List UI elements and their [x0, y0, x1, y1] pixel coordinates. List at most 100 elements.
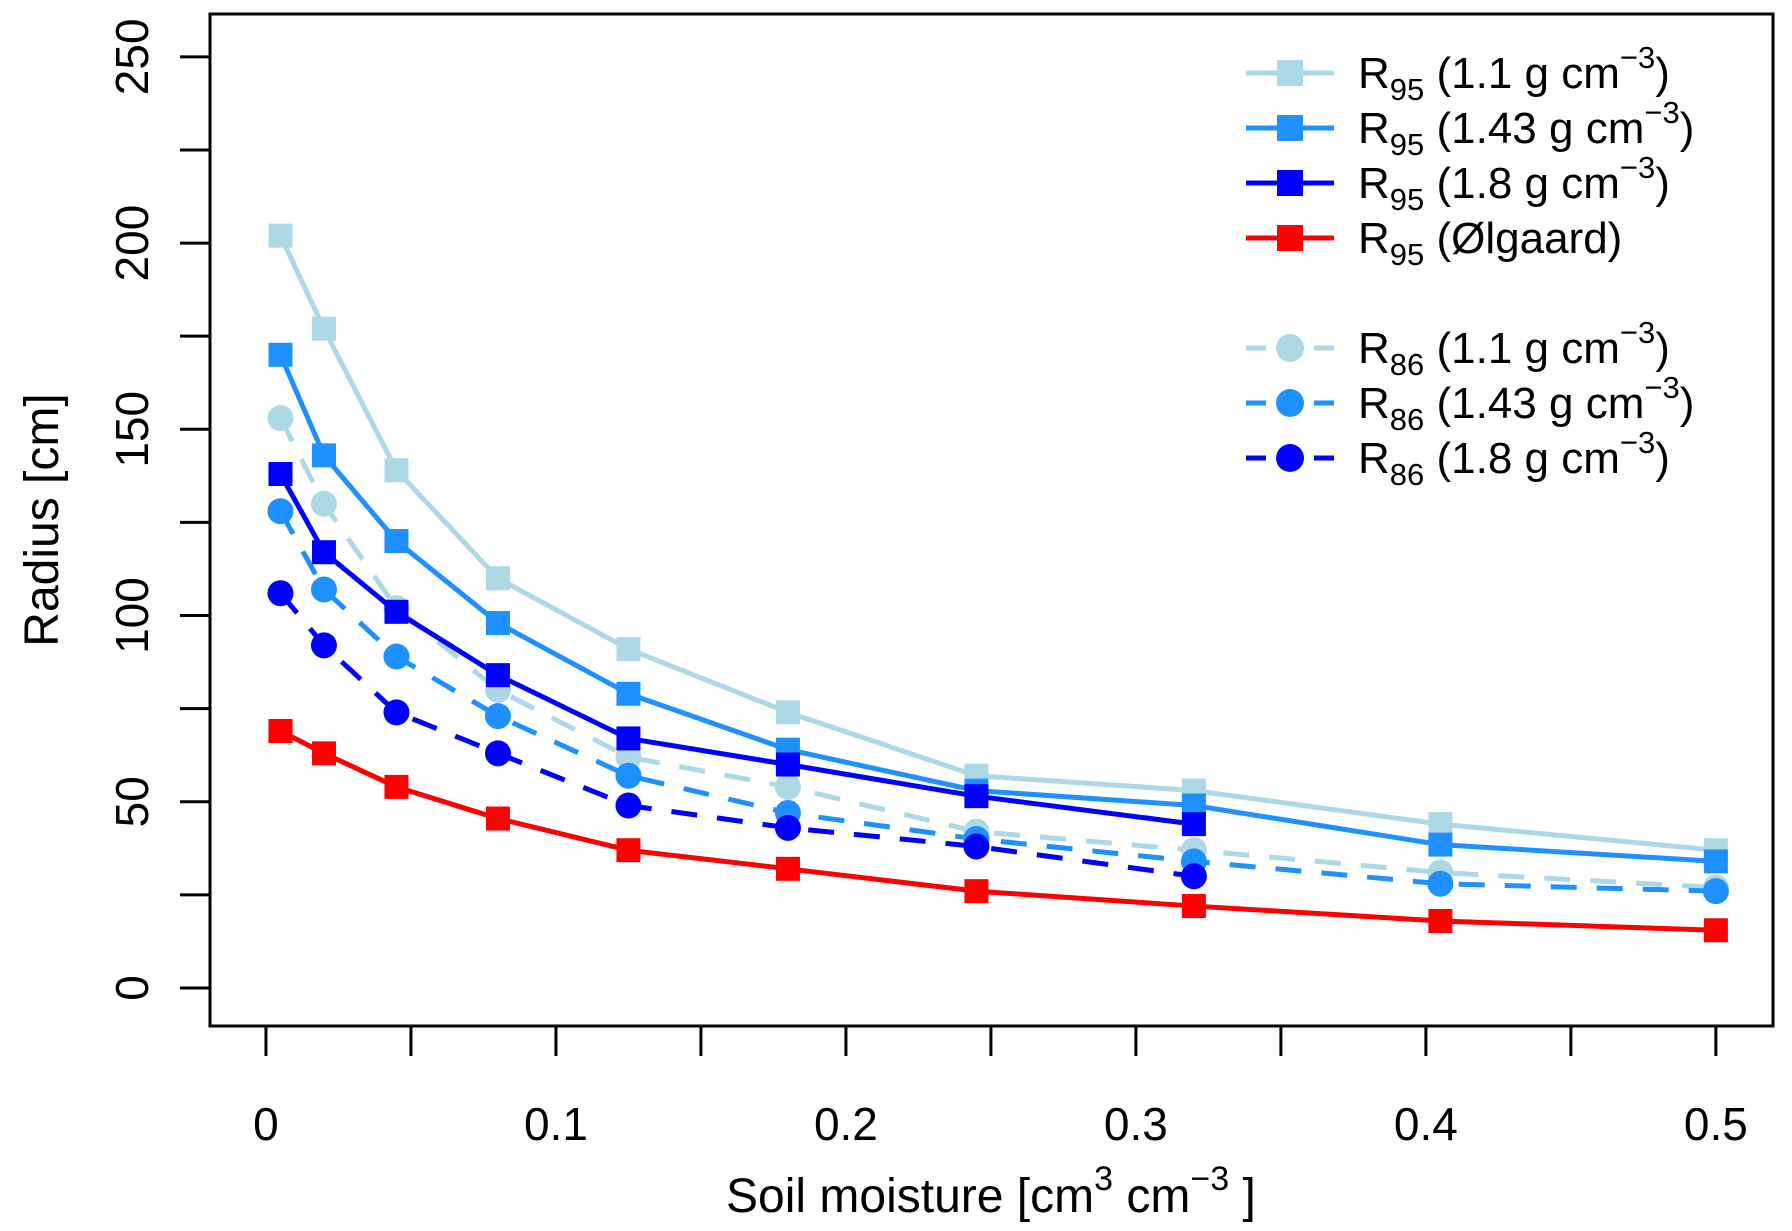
series-R86-1.1-point	[267, 405, 294, 432]
series-R86-1.43	[267, 498, 1729, 905]
series-R86-1.8-point	[615, 792, 642, 819]
legend-marker-square	[1277, 115, 1303, 141]
x-tick-label: 0.3	[1104, 1098, 1168, 1150]
series-R95-Olgaard-point	[384, 774, 409, 799]
series-R95-1.1-point	[311, 316, 336, 341]
x-tick-label: 0.1	[524, 1098, 588, 1150]
x-tick-label: 0.5	[1684, 1098, 1748, 1150]
series-R95-1.43-line	[278, 353, 1717, 864]
series-R86-1.1-line	[278, 416, 1717, 890]
legend-entry-R95-1.43: R95 (1.43 g cm−3)	[1246, 95, 1694, 162]
x-tick-label: 0.2	[814, 1098, 878, 1150]
series-R95-1.1-point	[268, 223, 293, 248]
series-R95-Olgaard-point	[311, 741, 336, 766]
series-R86-1.8-point	[774, 814, 801, 841]
legend-label: R86 (1.8 g cm−3)	[1358, 425, 1670, 492]
legend-entry-R95-1.8: R95 (1.8 g cm−3)	[1246, 150, 1670, 217]
legend-entry-R86-1.8: R86 (1.8 g cm−3)	[1246, 425, 1670, 492]
series-R95-Olgaard-point	[485, 806, 510, 831]
series-R86-1.8-point	[1180, 863, 1207, 890]
series-R86-1.8	[267, 580, 1207, 890]
legend-marker-circle	[1276, 389, 1304, 417]
series-R95-1.8-point	[311, 540, 336, 565]
series-R95-Olgaard-point	[1428, 908, 1453, 933]
series-R95-1.1-point	[485, 566, 510, 591]
series-R95-1.43-point	[1428, 832, 1453, 857]
series-R95-1.43-point	[311, 443, 336, 468]
y-axis-title: Radius [cm]	[16, 393, 69, 646]
legend-label: R95 (1.43 g cm−3)	[1358, 95, 1694, 162]
series-R95-1.43-point	[384, 529, 409, 554]
series-R86-1.1-point	[774, 773, 801, 800]
series-R95-Olgaard-point	[775, 856, 800, 881]
series-R95-1.43-point	[1703, 849, 1728, 874]
legend-entry-R95-1.1: R95 (1.1 g cm−3)	[1246, 40, 1670, 107]
y-tick-label: 0	[106, 975, 158, 1001]
x-axis: 0 0.1 0.2 0.3 0.4 0.5	[253, 1026, 1748, 1150]
series-R95-1.8-point	[384, 599, 409, 624]
series-R86-1.43-point	[267, 498, 294, 525]
series-R86-1.8-point	[310, 632, 337, 659]
legend-marker-square	[1277, 60, 1303, 86]
legend-label: R95 (1.8 g cm−3)	[1358, 150, 1670, 217]
series-R95-1.1-point	[616, 637, 641, 662]
series-R95-Olgaard-point	[268, 719, 293, 744]
series-R86-1.8-point	[484, 740, 511, 767]
y-tick-label: 200	[106, 205, 158, 282]
series-R95-Olgaard-point	[1181, 894, 1206, 919]
series-R95-1.8-point	[268, 462, 293, 486]
legend-entry-R95-Olgaard: R95 (Ølgaard)	[1246, 214, 1622, 272]
series-R95-1.1	[268, 223, 1728, 863]
series-R95-1.1-point	[384, 458, 409, 483]
x-tick-label: 0	[253, 1098, 279, 1150]
series-R95-1.43-point	[485, 610, 510, 635]
y-tick-label: 100	[106, 577, 158, 654]
x-axis-title: Soil moisture [cm3 cm−3 ]	[726, 1160, 1256, 1223]
legend-marker-circle	[1276, 334, 1304, 362]
series-R95-Olgaard-point	[964, 879, 989, 904]
y-tick-label: 250	[106, 18, 158, 95]
series-R95-1.1-point	[775, 700, 800, 725]
series-R95-1.8-point	[1181, 812, 1206, 837]
series-R95-1.8-point	[775, 752, 800, 777]
series-layer	[267, 223, 1729, 943]
series-R86-1.43-point	[383, 643, 410, 670]
series-R86-1.1-point	[310, 490, 337, 517]
legend-label: R86 (1.43 g cm−3)	[1358, 370, 1694, 437]
series-R95-1.8-point	[964, 784, 989, 809]
series-R95-Olgaard-point	[1703, 918, 1728, 943]
series-R95-1.8	[268, 462, 1206, 837]
series-R95-1.8-line	[278, 472, 1195, 827]
series-R86-1.8-point	[963, 833, 990, 860]
series-R95-Olgaard-point	[616, 838, 641, 863]
series-R86-1.8-line	[278, 591, 1195, 879]
legend-label: R86 (1.1 g cm−3)	[1358, 315, 1670, 382]
x-tick-label: 0.4	[1394, 1098, 1458, 1150]
axes: 0 0.1 0.2 0.3 0.4 0.5 0 50 100 150 200 250 Soil mois…	[16, 12, 1775, 1223]
series-R86-1.1-point	[615, 744, 642, 771]
series-R86-1.43-point	[615, 762, 642, 789]
series-R95-1.43-point	[268, 342, 293, 367]
series-R95-Olgaard-line	[279, 728, 1716, 933]
y-axis: 0 50 100 150 200 250	[106, 18, 210, 1001]
series-R86-1.8-point	[267, 580, 294, 607]
y-tick-label: 150	[106, 391, 158, 468]
legend-label: R95 (Ølgaard)	[1358, 214, 1622, 272]
series-R95-1.8-point	[485, 663, 510, 688]
y-tick-label: 50	[106, 776, 158, 827]
legend: R95 (1.1 g cm−3)R95 (1.43 g cm−3)R95 (1.…	[1246, 40, 1694, 492]
series-R95-1.8-point	[616, 726, 641, 751]
series-R86-1.43-line	[278, 510, 1716, 894]
series-R95-Olgaard	[268, 719, 1728, 943]
legend-marker-circle	[1276, 444, 1304, 472]
legend-marker-square	[1277, 225, 1303, 251]
series-R86-1.8-point	[383, 699, 410, 726]
series-R86-1.43-point	[310, 576, 337, 603]
legend-entry-R86-1.43: R86 (1.43 g cm−3)	[1246, 370, 1694, 437]
series-R95-1.1-point	[1428, 812, 1453, 837]
series-R86-1.43-point	[1702, 878, 1729, 905]
legend-entry-R86-1.1: R86 (1.1 g cm−3)	[1246, 315, 1670, 382]
